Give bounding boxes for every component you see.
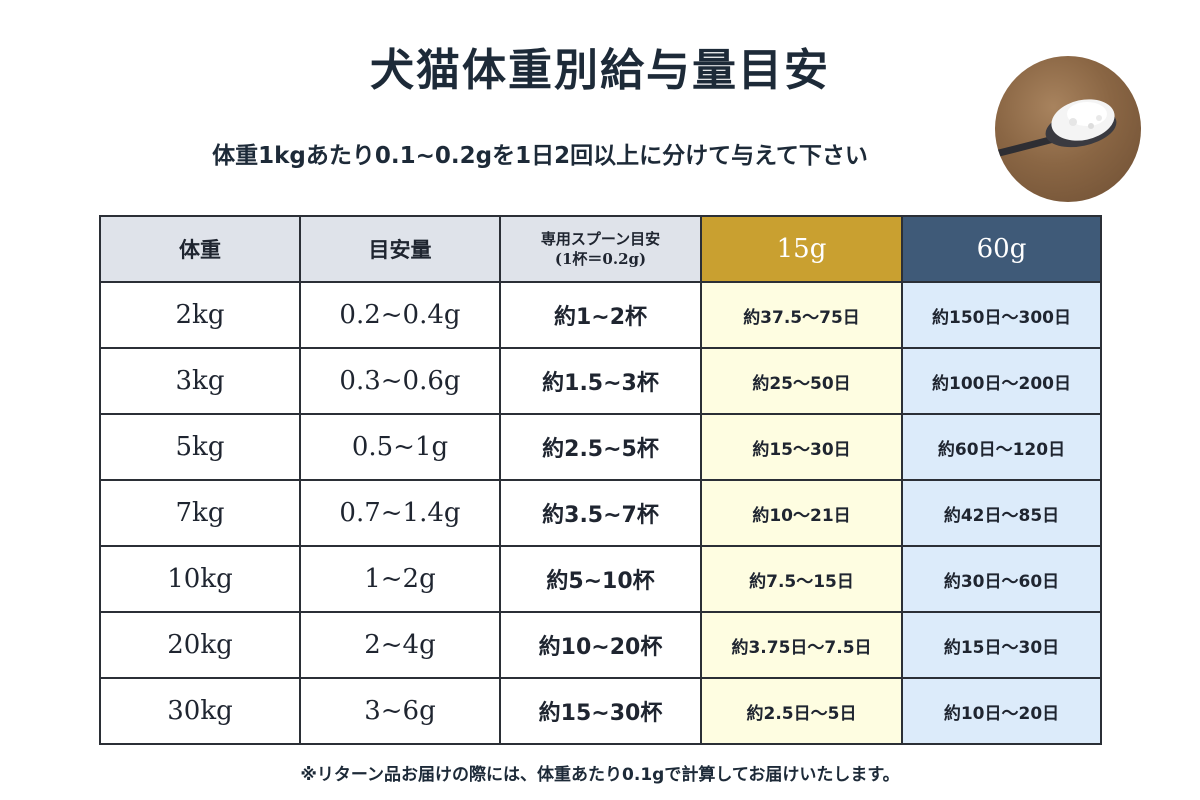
- header-pack-15g: 15g: [700, 215, 903, 283]
- cell-days-15g: 約3.75日〜7.5日: [700, 611, 903, 679]
- cell-amount: 0.2~0.4g: [299, 281, 501, 349]
- cell-days-15g: 約10〜21日: [700, 479, 903, 547]
- spoon-powder-photo: [995, 56, 1141, 202]
- header-spoon-line2: (1杯＝0.2g): [554, 250, 647, 268]
- cell-cups: 約3.5~7杯: [499, 479, 702, 547]
- header-pack-60g: 60g: [901, 215, 1102, 283]
- cell-cups: 約5~10杯: [499, 545, 702, 613]
- cell-days-15g: 約15〜30日: [700, 413, 903, 481]
- cell-days-15g: 約37.5〜75日: [700, 281, 903, 349]
- cell-cups: 約2.5~5杯: [499, 413, 702, 481]
- header-spoon: 専用スプーン目安 (1杯＝0.2g): [499, 215, 702, 283]
- cell-days-60g: 約100日〜200日: [901, 347, 1102, 415]
- header-spoon-line1: 専用スプーン目安: [540, 230, 661, 248]
- cell-weight: 20kg: [99, 611, 301, 679]
- cell-weight: 7kg: [99, 479, 301, 547]
- cell-days-15g: 約2.5日〜5日: [700, 677, 903, 745]
- cell-weight: 2kg: [99, 281, 301, 349]
- cell-cups: 約1~2杯: [499, 281, 702, 349]
- dosage-table: 体重 目安量 専用スプーン目安 (1杯＝0.2g) 15g 60g 2kg 0.…: [99, 215, 1102, 745]
- cell-days-15g: 約25〜50日: [700, 347, 903, 415]
- table-row: 5kg 0.5~1g 約2.5~5杯 約15〜30日 約60日〜120日: [99, 413, 1102, 481]
- table-row: 3kg 0.3~0.6g 約1.5~3杯 約25〜50日 約100日〜200日: [99, 347, 1102, 415]
- table-row: 30kg 3~6g 約15~30杯 約2.5日〜5日 約10日〜20日: [99, 677, 1102, 745]
- table-row: 7kg 0.7~1.4g 約3.5~7杯 約10〜21日 約42日〜85日: [99, 479, 1102, 547]
- cell-amount: 2~4g: [299, 611, 501, 679]
- cell-cups: 約15~30杯: [499, 677, 702, 745]
- cell-amount: 0.7~1.4g: [299, 479, 501, 547]
- cell-weight: 30kg: [99, 677, 301, 745]
- table-header-row: 体重 目安量 専用スプーン目安 (1杯＝0.2g) 15g 60g: [99, 215, 1102, 283]
- cell-days-60g: 約10日〜20日: [901, 677, 1102, 745]
- header-weight: 体重: [99, 215, 301, 283]
- cell-weight: 10kg: [99, 545, 301, 613]
- page-title: 犬猫体重別給与量目安: [370, 45, 830, 96]
- table-row: 2kg 0.2~0.4g 約1~2杯 約37.5〜75日 約150日〜300日: [99, 281, 1102, 349]
- cell-days-60g: 約60日〜120日: [901, 413, 1102, 481]
- cell-days-15g: 約7.5〜15日: [700, 545, 903, 613]
- cell-weight: 5kg: [99, 413, 301, 481]
- cell-cups: 約10~20杯: [499, 611, 702, 679]
- cell-amount: 0.3~0.6g: [299, 347, 501, 415]
- header-amount: 目安量: [299, 215, 501, 283]
- delivery-note: ※リターン品お届けの際には、体重あたり0.1gで計算してお届けいたします。: [300, 765, 900, 785]
- cell-days-60g: 約150日〜300日: [901, 281, 1102, 349]
- cell-weight: 3kg: [99, 347, 301, 415]
- spoon-powder-icon: [995, 99, 1117, 158]
- dosage-instruction: 体重1kgあたり0.1~0.2gを1日2回以上に分けて与えて下さい: [212, 143, 868, 169]
- table-row: 10kg 1~2g 約5~10杯 約7.5〜15日 約30日〜60日: [99, 545, 1102, 613]
- cell-days-60g: 約15日〜30日: [901, 611, 1102, 679]
- cell-amount: 0.5~1g: [299, 413, 501, 481]
- cell-amount: 3~6g: [299, 677, 501, 745]
- cell-amount: 1~2g: [299, 545, 501, 613]
- cell-days-60g: 約42日〜85日: [901, 479, 1102, 547]
- cell-days-60g: 約30日〜60日: [901, 545, 1102, 613]
- cell-cups: 約1.5~3杯: [499, 347, 702, 415]
- table-row: 20kg 2~4g 約10~20杯 約3.75日〜7.5日 約15日〜30日: [99, 611, 1102, 679]
